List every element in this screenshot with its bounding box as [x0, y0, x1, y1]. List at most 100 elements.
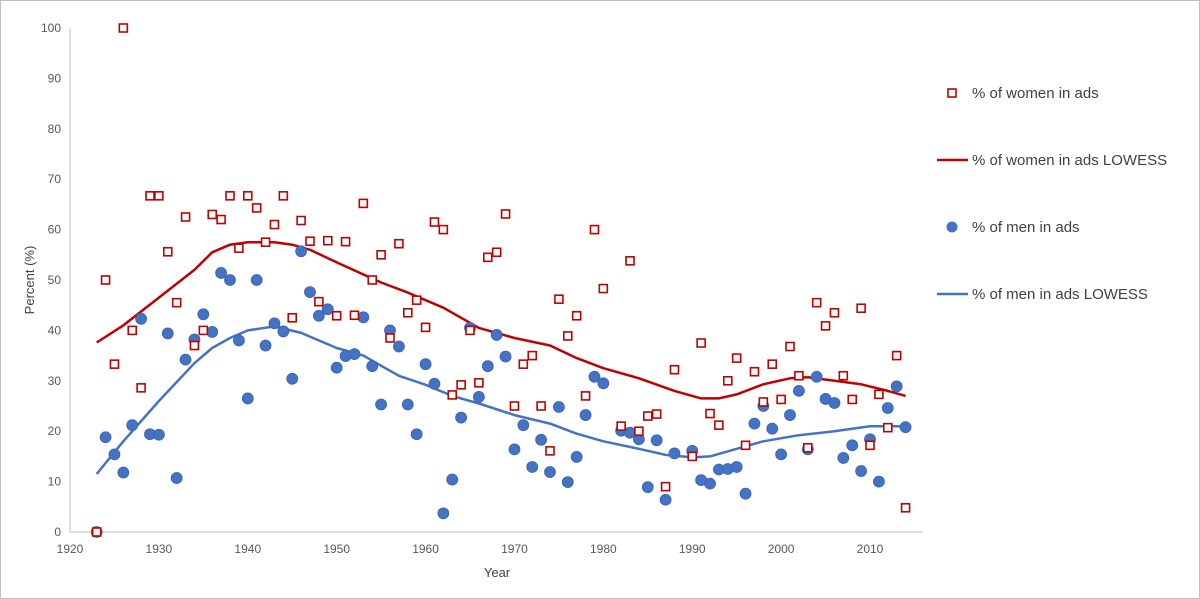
men-point [561, 476, 574, 489]
y-tick-label: 50 [48, 273, 62, 287]
men-point [312, 309, 325, 322]
men-point [792, 384, 805, 397]
women-point [456, 380, 466, 390]
women-point [598, 283, 609, 294]
men-point [650, 434, 663, 447]
men-point [152, 428, 165, 441]
women-point [749, 366, 760, 377]
women-point [225, 191, 235, 201]
women-point [367, 275, 378, 285]
men-point [810, 370, 823, 383]
men-point [784, 409, 796, 421]
men-point [730, 461, 743, 473]
women-point [420, 322, 431, 333]
women-point [758, 397, 769, 407]
men-point [872, 475, 885, 488]
men-point [268, 317, 281, 330]
men-point [117, 466, 130, 479]
women-point [358, 198, 369, 209]
women-point [296, 215, 306, 226]
women-point [465, 325, 475, 336]
men-point [588, 370, 601, 383]
men-point [197, 308, 210, 321]
men-point [766, 422, 779, 435]
men-point [224, 274, 236, 286]
women-point [118, 23, 129, 33]
men-point [704, 477, 716, 490]
legend-swatch [947, 88, 957, 98]
women-point [527, 350, 538, 361]
men-point [881, 402, 894, 414]
women-point [740, 440, 751, 451]
y-tick-label: 60 [48, 223, 62, 237]
women-point [305, 236, 315, 246]
women-point [429, 217, 440, 227]
legend-label: % of men in ads [972, 219, 1080, 236]
men-point [304, 286, 316, 298]
women-point [234, 243, 244, 254]
x-tick-label: 1970 [501, 542, 528, 556]
women-point [154, 191, 164, 201]
women-point [625, 256, 635, 266]
women-point [127, 325, 138, 336]
women-point [669, 364, 680, 375]
women-point [571, 310, 582, 321]
women-point [314, 296, 324, 307]
men-point [579, 409, 592, 421]
men-point [366, 360, 379, 373]
y-tick-label: 30 [48, 374, 62, 388]
axes [69, 28, 923, 533]
women-point [216, 214, 226, 225]
women-point [642, 411, 653, 421]
men-point [899, 421, 912, 434]
women-point [278, 191, 289, 201]
men-point [535, 433, 548, 446]
legend-swatch [946, 221, 958, 233]
x-tick-label: 1980 [590, 542, 617, 556]
y-axis-title: Percent (%) [22, 246, 37, 315]
men-point [739, 487, 752, 500]
women-point [687, 451, 698, 462]
men-point [179, 353, 192, 366]
women-point [242, 191, 253, 201]
x-tick-label: 1960 [412, 542, 439, 556]
women-point [554, 294, 564, 304]
women-point [794, 370, 804, 381]
women-point [562, 331, 573, 341]
women-point [509, 401, 520, 411]
women-point [580, 391, 591, 401]
women-point [714, 420, 724, 430]
x-tick-label: 2000 [768, 542, 795, 556]
x-axis-title: Year [484, 565, 511, 580]
women-point [180, 212, 191, 222]
y-tick-label: 100 [41, 21, 61, 35]
women-point [874, 389, 884, 400]
legend-entry: % of women in ads [947, 85, 1099, 102]
women-point [802, 443, 813, 453]
women-point [438, 224, 449, 235]
men-point [837, 452, 850, 464]
women-point [660, 481, 671, 492]
women-point [651, 409, 662, 419]
men-point [472, 391, 485, 403]
data-markers [90, 23, 912, 538]
women-point [331, 310, 342, 321]
men-point [890, 380, 903, 393]
legend-label: % of men in ads LOWESS [972, 286, 1148, 303]
women-point [856, 303, 866, 314]
x-tick-label: 1920 [57, 542, 84, 556]
women-point [785, 341, 795, 352]
men-point [295, 245, 308, 258]
men-point [570, 451, 583, 463]
men-point [508, 443, 521, 456]
women-point [162, 246, 173, 257]
x-tick-label: 2010 [857, 542, 884, 556]
men-point [277, 325, 290, 338]
women-point [722, 375, 733, 386]
women-point [847, 394, 858, 405]
women-point [491, 247, 502, 258]
series-line-women-lowess [96, 240, 906, 400]
men-point [446, 473, 459, 486]
men-point [321, 303, 334, 316]
men-point [170, 472, 183, 484]
